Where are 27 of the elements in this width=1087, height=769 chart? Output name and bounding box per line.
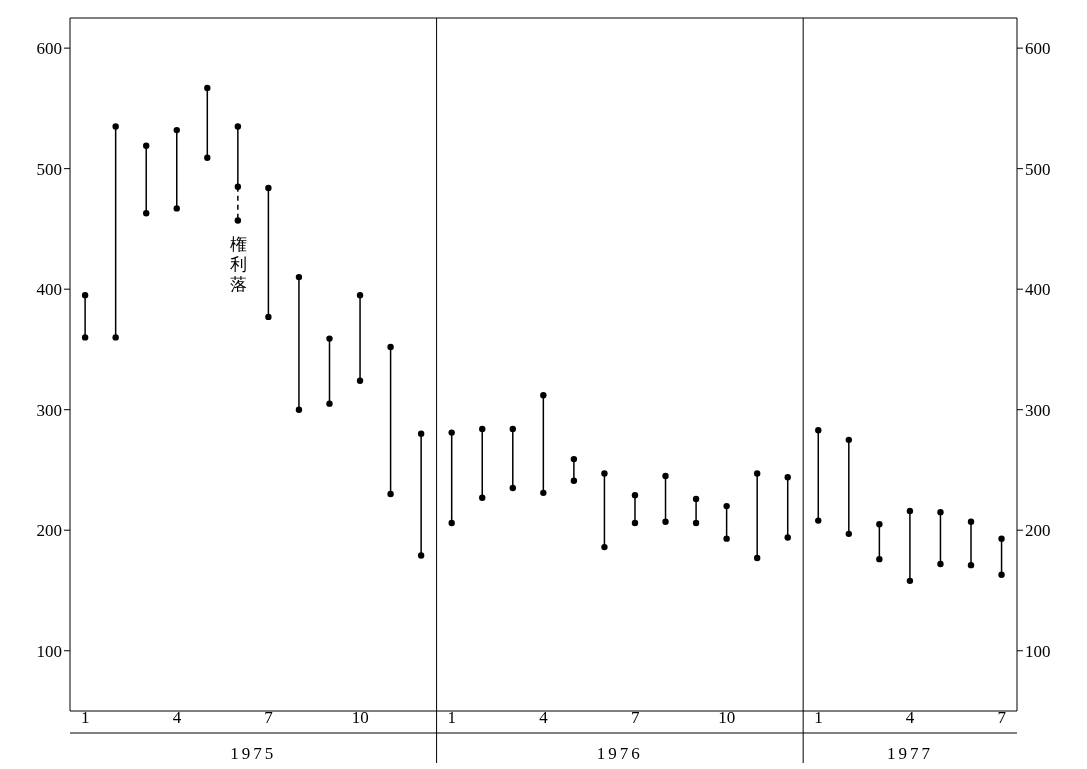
x-tick-label: 10 xyxy=(351,708,369,728)
y-tick-label: 200 xyxy=(36,521,62,541)
x-tick-label: 7 xyxy=(264,708,274,728)
x-tick-label: 4 xyxy=(905,708,915,728)
x-tick-label: 1 xyxy=(81,708,90,728)
x-tick-label: 10 xyxy=(718,708,736,728)
annotation: 権利落 xyxy=(229,234,248,295)
x-tick-label: 4 xyxy=(172,708,182,728)
x-tick-label: 4 xyxy=(539,708,549,728)
x-tick-label: 1 xyxy=(814,708,823,728)
y2-tick-label: 600 xyxy=(1025,39,1051,59)
x-tick-label: 7 xyxy=(997,708,1007,728)
y-tick-label: 600 xyxy=(36,39,62,59)
text: 1977 xyxy=(887,744,934,763)
y2-tick-label: 500 xyxy=(1025,159,1051,179)
y2-tick-label: 100 xyxy=(1025,641,1051,661)
y2-tick-label: 200 xyxy=(1025,521,1051,541)
y-tick-label: 400 xyxy=(36,280,62,300)
y2-tick-label: 300 xyxy=(1025,400,1051,420)
y-tick-label: 100 xyxy=(36,641,62,661)
text: 1976 xyxy=(596,744,643,763)
x-tick-label: 7 xyxy=(630,708,640,728)
y-tick-label: 500 xyxy=(36,159,62,179)
x-tick-label: 1 xyxy=(447,708,457,728)
y2-tick-label: 400 xyxy=(1025,280,1051,300)
y-tick-label: 300 xyxy=(36,400,62,420)
text: 1975 xyxy=(230,744,277,763)
